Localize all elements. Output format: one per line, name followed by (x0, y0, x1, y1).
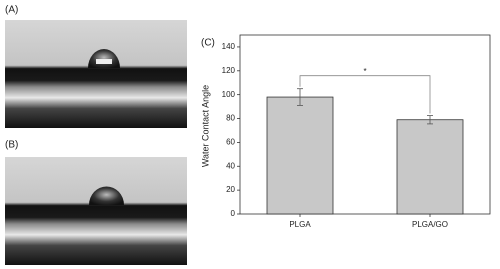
y-tick-label: 100 (222, 90, 236, 99)
significance-bracket (299, 75, 431, 114)
bar (396, 119, 464, 215)
droplet-b (89, 186, 124, 205)
panel-label: (C) (201, 38, 215, 49)
y-axis-label: Water Contact Angle (200, 85, 210, 167)
panel-label: (A) (5, 5, 18, 16)
y-tick-label: 40 (226, 161, 235, 170)
bar (266, 96, 334, 215)
y-tick-label: 0 (231, 209, 236, 218)
y-tick-label: 80 (226, 114, 235, 123)
y-tick-label: 60 (226, 138, 235, 147)
y-tick-label: 20 (226, 185, 235, 194)
panel-label: (B) (5, 140, 18, 151)
y-tick-label: 120 (222, 66, 236, 75)
significance-mark: * (363, 67, 366, 76)
photo-b (5, 157, 187, 265)
y-tick-label: 140 (222, 42, 236, 51)
x-tick-label: PLGA (289, 220, 311, 229)
droplet-highlight (96, 59, 112, 64)
x-tick-label: PLGA/GO (412, 220, 448, 229)
plot-frame (239, 34, 491, 215)
photo-a (5, 20, 187, 128)
